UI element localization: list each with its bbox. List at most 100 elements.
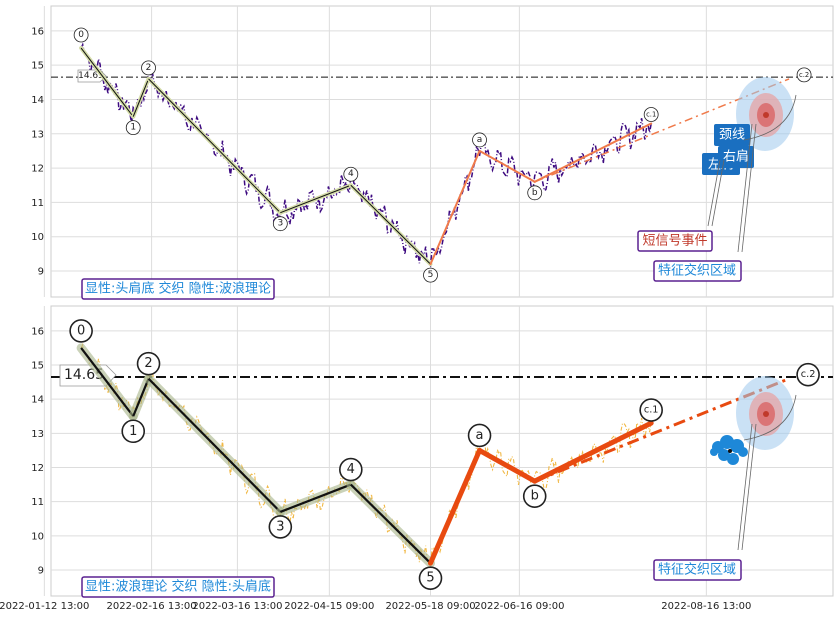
wave-label-marker <box>339 457 363 482</box>
y-tick-label: 11 <box>31 497 44 508</box>
wave-label-marker <box>639 398 663 422</box>
y-tick-label: 13 <box>31 429 44 440</box>
wave-label: c.2 <box>799 71 809 79</box>
y-tick-label: 14 <box>31 395 44 406</box>
bottom-caption: 显性:波浪理论 交织 隐性:头肩底 <box>81 576 275 598</box>
wave-label: a <box>477 135 483 145</box>
top-caption: 显性:头肩底 交织 隐性:波浪理论 <box>81 278 275 300</box>
wave-label: 2 <box>146 63 152 73</box>
bottom-wave-labels: 0 1 2 3 4 5 a b c.1 c.2 <box>69 319 820 590</box>
corrective-wave-segment <box>478 149 536 183</box>
impulse-wave-segment <box>147 377 282 513</box>
bottom-panel-frame <box>50 305 834 597</box>
top-feature-region-label: 特征交织区域 <box>658 263 736 279</box>
wave-label-marker <box>467 423 492 448</box>
x-axis: 2022-01-12 13:00 2022-02-16 13:002022-03-… <box>0 601 751 612</box>
wave-label-marker <box>272 216 288 232</box>
impulse-wave-segment <box>279 483 352 513</box>
impulse-wave-segment <box>132 378 150 417</box>
y-tick-label: 10 <box>31 232 44 243</box>
x-tick-label: 2022-03-16 13:00 <box>192 601 282 612</box>
wave-label: 1 <box>130 123 136 133</box>
wave-label: 3 <box>276 519 284 534</box>
wave-label: 0 <box>77 323 85 338</box>
top-caption-text: 显性:头肩底 交织 隐性:波浪理论 <box>85 281 271 297</box>
y-tick-label: 15 <box>31 61 44 72</box>
impulse-wave-segment <box>350 184 431 265</box>
bottom-y-axis: 9 10 11 12 13 14 15 16 <box>31 326 44 576</box>
wave-label-marker <box>796 362 820 387</box>
wave-label-marker <box>418 566 443 590</box>
y-tick-label: 14 <box>31 95 44 106</box>
top-y-axis: 9 10 11 12 13 14 15 16 <box>31 26 44 277</box>
wave-label: c.2 <box>801 369 816 380</box>
wave-label-marker <box>423 267 438 283</box>
wave-label: c.1 <box>646 110 656 118</box>
y-tick-label: 9 <box>38 267 44 278</box>
bottom-feature-region-label: 特征交织区域 <box>658 562 736 578</box>
wave-label: 4 <box>347 462 355 477</box>
wave-label-marker <box>472 132 487 148</box>
wave-label-marker <box>136 351 161 376</box>
neckline-label: 颈线 <box>719 128 745 143</box>
impulse-wave-segment <box>132 78 150 117</box>
wave-label: a <box>476 428 484 443</box>
wave-label-marker <box>343 166 359 182</box>
wave-label: c.1 <box>644 405 659 416</box>
x-tick-label: 2022-08-16 13:00 <box>661 601 751 612</box>
wave-label-marker <box>141 60 156 76</box>
wave-label: 1 <box>129 424 137 439</box>
x-tick-label: 2022-04-15 09:00 <box>284 601 374 612</box>
bottom-feature-region-box: 特征交织区域 <box>653 559 742 581</box>
wave-label: 4 <box>348 169 354 179</box>
y-tick-label: 12 <box>31 164 44 175</box>
x-tick-label: 2022-06-16 09:00 <box>474 601 564 612</box>
x-tick-label: 2022-05-18 09:00 <box>385 601 475 612</box>
wave-label-marker <box>69 319 93 343</box>
wave-label-marker <box>522 484 547 508</box>
corrective-wave-segment <box>532 420 654 484</box>
y-tick-label: 15 <box>31 361 44 372</box>
impulse-wave-segment <box>280 184 352 214</box>
x-tick-label: 2022-02-16 13:00 <box>107 601 197 612</box>
impulse-wave-segment <box>148 78 281 214</box>
right-shoulder-label: 右肩 <box>723 149 749 165</box>
top-wave-labels: 0 1 2 3 4 5 a b c.1 c.2 <box>73 27 812 283</box>
bottom-caption-text: 显性:波浪理论 交织 隐性:头肩底 <box>85 579 271 595</box>
top-target-zone <box>736 77 794 151</box>
wave-label: 2 <box>144 356 152 371</box>
y-tick-label: 9 <box>38 566 44 577</box>
wave-label: 5 <box>428 270 434 280</box>
impulse-wave-segment <box>80 47 134 117</box>
y-tick-label: 11 <box>31 198 44 209</box>
top-reference-value: 14.65 <box>78 71 104 81</box>
bottom-pattern-cloud <box>710 435 748 465</box>
y-tick-label: 12 <box>31 463 44 474</box>
wave-label-marker <box>125 120 141 136</box>
wave-label: b <box>532 188 538 198</box>
corrective-wave-segment <box>428 447 483 566</box>
corrective-wave-segment <box>429 149 481 266</box>
wave-label-marker <box>268 515 293 539</box>
y-tick-label: 10 <box>31 531 44 542</box>
corrective-wave-segment <box>533 122 653 183</box>
wave-label-marker <box>527 185 543 201</box>
bottom-target-zone <box>736 376 794 450</box>
short-signal-event-label: 短信号事件 <box>642 234 707 249</box>
short-signal-event-box: 短信号事件 <box>637 230 713 252</box>
callout-lines <box>707 94 797 551</box>
top-panel-frame <box>50 5 834 298</box>
wave-label: b <box>531 489 539 504</box>
impulse-wave-segment <box>350 483 432 564</box>
x-tick-label: 2022-01-12 13:00 <box>0 601 89 612</box>
y-tick-label: 16 <box>31 26 44 37</box>
corrective-wave-segment <box>477 447 538 484</box>
impulse-wave-segment <box>80 347 135 417</box>
y-tick-label: 16 <box>31 326 44 337</box>
wave-label-marker <box>73 27 89 43</box>
wave-label-marker <box>643 107 659 122</box>
top-feature-region-box: 特征交织区域 <box>653 260 742 282</box>
top-pattern-labels: 左肩 颈线 右肩 <box>702 124 754 175</box>
wave-label-marker <box>796 67 812 83</box>
